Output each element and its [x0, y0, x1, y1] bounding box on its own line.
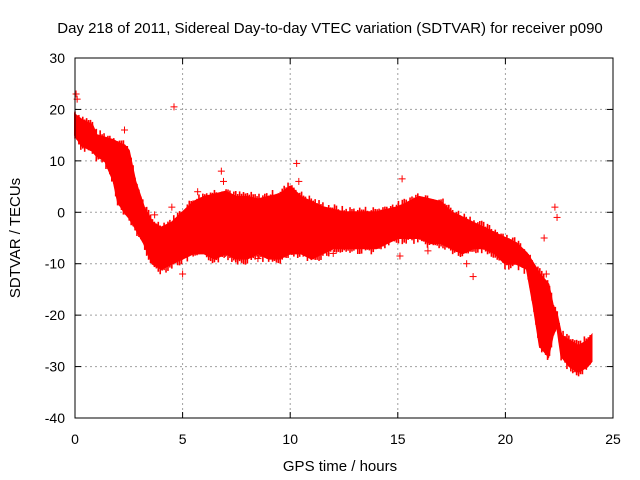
- scatter-point: [424, 247, 432, 255]
- scatter-point: [72, 90, 80, 98]
- y-tick-label: 0: [57, 204, 65, 220]
- x-tick-label: 5: [179, 431, 187, 447]
- scatter-point: [463, 260, 471, 268]
- y-ticks: -40 -30 -20 -10 0 10 20 30: [45, 50, 613, 426]
- scatter-point: [572, 368, 580, 376]
- scatter-point: [398, 175, 406, 183]
- scatter-point: [168, 203, 176, 211]
- scatter-point: [120, 126, 128, 134]
- y-tick-label: -10: [45, 256, 65, 272]
- scatter-point: [396, 252, 404, 260]
- y-tick-label: -30: [45, 359, 65, 375]
- y-tick-label: 30: [49, 50, 65, 66]
- y-tick-label: -40: [45, 410, 65, 426]
- scatter-point: [551, 203, 559, 211]
- scatter-point: [293, 159, 301, 167]
- scatter-point: [217, 167, 225, 175]
- scatter-point: [329, 249, 337, 257]
- scatter-points: [72, 90, 580, 376]
- scatter-point: [540, 234, 548, 242]
- scatter-point: [469, 273, 477, 281]
- x-tick-label: 25: [605, 431, 621, 447]
- scatter-point: [170, 103, 178, 111]
- x-tick-label: 10: [282, 431, 298, 447]
- y-tick-label: 10: [49, 153, 65, 169]
- scatter-point: [194, 188, 202, 196]
- y-tick-label: 20: [49, 101, 65, 117]
- scatter-point: [254, 255, 262, 263]
- scatter-point: [179, 270, 187, 278]
- scatter-point: [295, 177, 303, 185]
- plot-frame: [74, 57, 614, 419]
- y-tick-label: -20: [45, 307, 65, 323]
- scatter-point: [222, 249, 230, 257]
- scatter-point: [299, 249, 307, 257]
- scatter-point: [553, 213, 561, 221]
- y-axis-label: SDTVAR / TECUs: [7, 178, 24, 298]
- scatter-point: [542, 270, 550, 278]
- scatter-point: [151, 211, 159, 219]
- x-axis-label: GPS time / hours: [283, 458, 397, 475]
- scatter-point: [108, 159, 116, 167]
- x-tick-label: 0: [71, 431, 79, 447]
- scatter-point: [219, 177, 227, 185]
- chart-title: Day 218 of 2011, Sidereal Day-to-day VTE…: [57, 20, 603, 37]
- x-tick-label: 20: [498, 431, 514, 447]
- data-band: [74, 111, 593, 377]
- x-ticks: 0 5 10 15 20 25: [71, 58, 621, 447]
- x-tick-label: 15: [390, 431, 406, 447]
